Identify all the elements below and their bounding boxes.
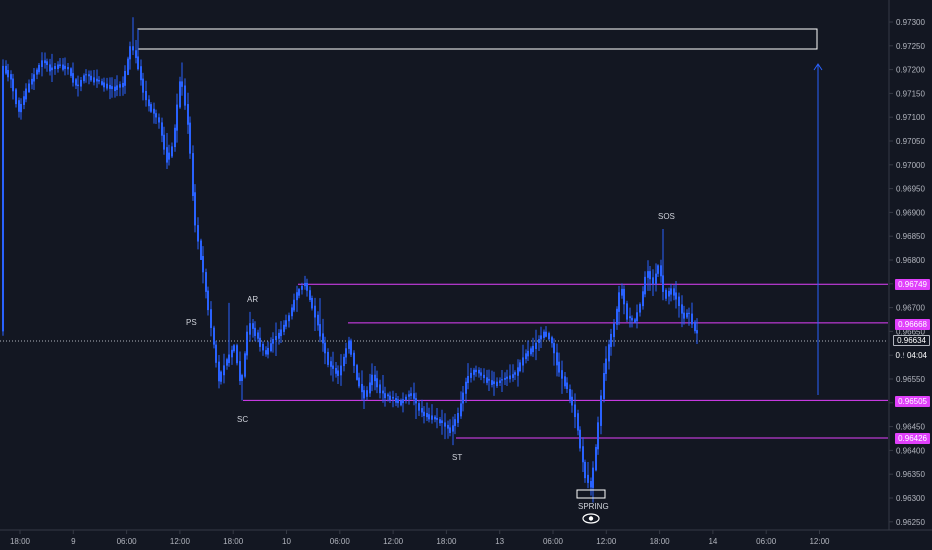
price-tick-label: 0.96300 <box>896 494 925 503</box>
annotation-spring: SPRING <box>578 502 609 511</box>
level-badge-3: 0.96505 <box>895 396 930 407</box>
price-tick-label: 0.96250 <box>896 518 925 527</box>
time-tick-label: 9 <box>71 537 76 546</box>
time-tick-label: 14 <box>708 537 717 546</box>
time-tick-label: 18:00 <box>10 537 31 546</box>
price-tick-label: 0.97200 <box>896 66 925 75</box>
level-badge-1: 0.96749 <box>895 279 930 290</box>
time-tick-label: 06:00 <box>543 537 564 546</box>
price-tick-label: 0.96450 <box>896 423 925 432</box>
price-tick-label: 0.96900 <box>896 208 925 217</box>
candles <box>2 17 698 503</box>
time-axis[interactable]: 18:00 9 06:00 12:00 18:00 10 06:00 12:00 18:00 13… <box>10 530 830 546</box>
time-tick-label: 06:00 <box>756 537 777 546</box>
price-tick-label: 0.97300 <box>896 18 925 27</box>
price-tick-label: 0.96350 <box>896 470 925 479</box>
price-tick-label: 0.96950 <box>896 185 925 194</box>
price-axis[interactable]: 0.97300 0.97250 0.97200 0.97150 0.97100 0.970… <box>889 18 925 527</box>
annotation-sc: SC <box>237 415 249 424</box>
price-tick-label: 0.96850 <box>896 232 925 241</box>
time-tick-label: 13 <box>495 537 504 546</box>
time-tick-label: 12:00 <box>383 537 404 546</box>
price-tick-label: 0.97000 <box>896 161 925 170</box>
price-tick-label: 0.97050 <box>896 137 925 146</box>
level-badge-2: 0.96668 <box>895 319 930 330</box>
annotation-ar: AR <box>247 295 259 304</box>
countdown-prefix: 0 <box>895 350 900 361</box>
key-level-lines <box>243 283 888 439</box>
price-tick-label: 0.96700 <box>896 304 925 313</box>
price-tick-label: 0.97150 <box>896 89 925 98</box>
annotation-st: ST <box>452 453 463 462</box>
price-tick-label: 0.97250 <box>896 42 925 51</box>
price-tick-label: 0.96400 <box>896 446 925 455</box>
price-tick-label: 0.97100 <box>896 113 925 122</box>
price-tick-label: 0.96650 <box>896 327 925 336</box>
time-tick-label: 18:00 <box>436 537 457 546</box>
time-tick-label: 06:00 <box>330 537 351 546</box>
time-tick-label: 10 <box>282 537 291 546</box>
time-tick-label: 12:00 <box>809 537 830 546</box>
time-tick-label: 06:00 <box>117 537 138 546</box>
time-tick-label: 18:00 <box>650 537 671 546</box>
annotation-sos: SOS <box>658 212 675 221</box>
time-tick-label: 12:00 <box>170 537 191 546</box>
eye-icon[interactable] <box>582 513 600 524</box>
time-tick-label: 12:00 <box>596 537 617 546</box>
current-price-badge: 0.96634 <box>893 335 930 346</box>
countdown-badge: 04:04 <box>903 350 930 361</box>
spring-box <box>576 489 606 499</box>
target-arrow <box>813 63 823 395</box>
time-tick-label: 18:00 <box>223 537 244 546</box>
level-badge-4: 0.96426 <box>895 433 930 444</box>
price-tick-label: 0.96550 <box>896 375 925 384</box>
annotation-ps: PS <box>186 318 197 327</box>
price-tick-label: 0.96800 <box>896 256 925 265</box>
resistance-zone-box <box>137 28 818 50</box>
